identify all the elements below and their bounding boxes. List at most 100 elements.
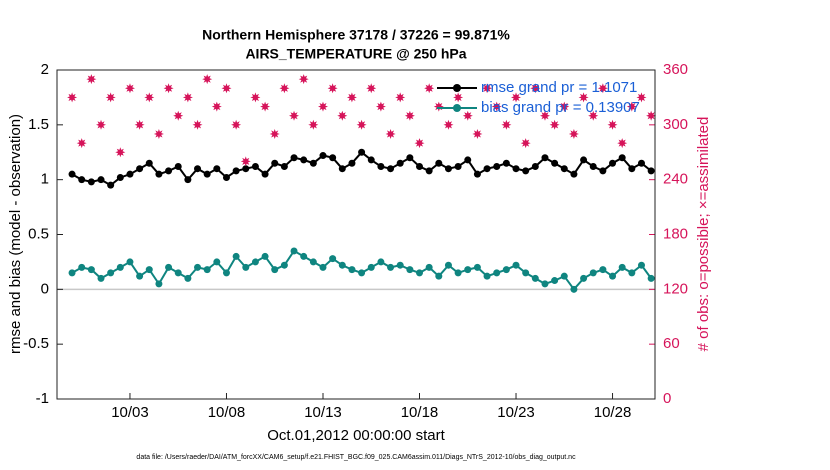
obs-count-marker (646, 110, 657, 121)
series-marker (387, 165, 395, 173)
series-marker (271, 266, 279, 274)
series-marker (261, 252, 269, 260)
series-marker (222, 269, 230, 277)
legend-marker (453, 84, 461, 92)
obs-count-marker (221, 83, 232, 94)
series-marker (348, 159, 356, 167)
obs-count-marker (76, 138, 87, 149)
obs-count-marker (366, 83, 377, 94)
obs-count-marker (568, 129, 579, 139)
series-marker (155, 170, 163, 178)
series-marker (425, 167, 433, 175)
obs-count-marker (597, 83, 608, 94)
obs-count-marker (337, 110, 348, 121)
series-marker (194, 165, 202, 173)
x-tick-label: 10/03 (111, 404, 149, 421)
series-marker (116, 263, 124, 271)
obs-count-marker (491, 101, 502, 112)
series-marker (87, 178, 95, 186)
y-axis-label: rmse and bias (model - observation) (7, 114, 24, 354)
y-tick-label: -1 (36, 390, 49, 407)
x-tick-label: 10/08 (208, 404, 246, 421)
series-marker (609, 159, 617, 167)
obs-count-marker (607, 119, 618, 130)
series-marker (580, 156, 588, 164)
series-marker (290, 154, 298, 162)
series-marker (232, 167, 240, 175)
series-marker (184, 274, 192, 282)
series-marker (280, 261, 288, 269)
series-marker (396, 261, 404, 269)
series-marker (242, 263, 250, 271)
obs-count-marker (433, 101, 444, 112)
series-marker (68, 269, 76, 277)
obs-count-marker (511, 92, 521, 103)
obs-count-marker (231, 119, 242, 130)
series-marker (512, 261, 520, 269)
series-marker (618, 154, 626, 162)
obs-count-marker (318, 101, 328, 112)
series-marker (271, 159, 279, 167)
series-marker (396, 159, 404, 167)
series-marker (309, 159, 317, 167)
obs-count-marker (453, 92, 464, 103)
series-marker (78, 176, 86, 184)
series-marker (589, 163, 597, 171)
series-marker (155, 280, 163, 288)
x-tick-label: 10/28 (594, 404, 632, 421)
series-marker (618, 263, 626, 271)
y2-tick-label: 60 (663, 335, 680, 352)
series-marker (261, 170, 269, 178)
obs-count-marker (588, 110, 599, 121)
y-tick-label: 2 (41, 61, 49, 78)
obs-count-marker (86, 74, 97, 85)
chart-title: AIRS_TEMPERATURE @ 250 hPa (245, 46, 466, 62)
series-marker (358, 269, 366, 277)
obs-count-marker (443, 119, 454, 130)
obs-count-marker (308, 119, 319, 130)
obs-count-marker (404, 110, 415, 121)
series-marker (522, 167, 530, 175)
series-marker (406, 154, 414, 162)
obs-count-marker (540, 110, 550, 121)
y-tick-label: 1 (41, 171, 49, 188)
y-tick-label: 0 (41, 280, 49, 297)
series-marker (194, 263, 202, 271)
series-marker (473, 263, 481, 271)
series-marker (338, 165, 346, 173)
chart-title: Northern Hemisphere 37178 / 37226 = 99.8… (202, 27, 510, 43)
obs-count-marker (250, 92, 261, 103)
series-marker (319, 263, 327, 271)
series-marker (68, 170, 76, 178)
series-marker (425, 263, 433, 271)
series-marker (637, 261, 645, 269)
series-marker (435, 159, 443, 167)
obs-count-marker (346, 92, 357, 103)
series-marker (116, 173, 124, 181)
series-marker (580, 274, 588, 282)
series-marker (367, 156, 375, 164)
obs-count-marker (173, 110, 184, 121)
series-marker (589, 269, 597, 277)
series-marker (174, 269, 182, 277)
series-marker (203, 266, 211, 274)
series-marker (647, 167, 655, 175)
legend-marker (453, 104, 461, 112)
series-marker (203, 170, 211, 178)
series-marker (387, 263, 395, 271)
series-marker (599, 167, 607, 175)
series-marker (628, 165, 636, 173)
series-marker (329, 255, 337, 263)
obs-count-marker (134, 119, 145, 130)
series-marker (416, 163, 424, 171)
y-tick-label: 1.5 (28, 116, 49, 133)
legend-label: rmse grand pr = 1.1071 (481, 79, 637, 96)
y-tick-label: -0.5 (23, 335, 49, 352)
series-marker (570, 170, 578, 178)
obs-count-marker (96, 119, 106, 130)
obs-count-marker (501, 119, 512, 130)
series-marker (222, 173, 230, 181)
footnote: data file: /Users/raeder/DAI/ATM_forcXX/… (136, 454, 576, 461)
legend-label: bias grand pr = 0.13907 (481, 99, 640, 116)
